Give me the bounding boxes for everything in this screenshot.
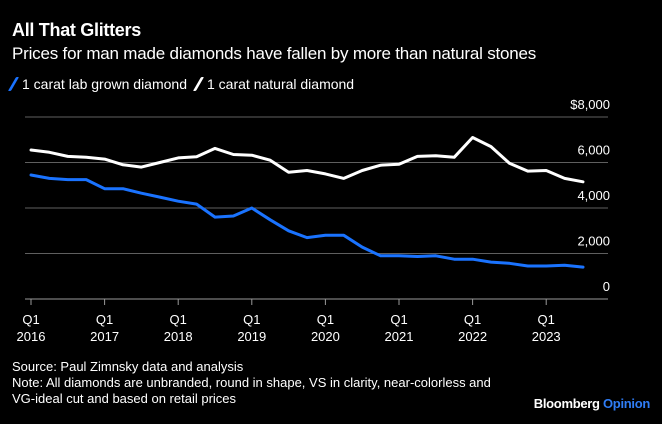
x-tick-label-quarter: Q1 bbox=[538, 312, 555, 327]
x-tick-label-quarter: Q1 bbox=[317, 312, 334, 327]
y-tick-label: 2,000 bbox=[577, 234, 610, 249]
chart-subtitle: Prices for man made diamonds have fallen… bbox=[12, 44, 537, 63]
x-tick-label-quarter: Q1 bbox=[464, 312, 481, 327]
chart-title: All That Glitters bbox=[12, 20, 141, 40]
source-text: Source: Paul Zimnsky data and analysis bbox=[12, 359, 244, 374]
y-tick-label: $8,000 bbox=[570, 97, 610, 112]
legend-item-lab: 1 carat lab grown diamond bbox=[7, 76, 187, 92]
x-tick-label-year: 2022 bbox=[458, 329, 487, 344]
x-tick-label-year: 2020 bbox=[311, 329, 340, 344]
legend-label-lab: 1 carat lab grown diamond bbox=[22, 76, 187, 92]
note-text-line1: Note: All diamonds are unbranded, round … bbox=[12, 375, 491, 390]
x-tick-label-year: 2023 bbox=[532, 329, 561, 344]
y-tick-label: 0 bbox=[603, 279, 610, 294]
x-tick-label-year: 2017 bbox=[90, 329, 119, 344]
y-tick-label: 6,000 bbox=[577, 143, 610, 158]
brand-name: Bloomberg bbox=[533, 396, 600, 411]
x-tick-label-year: 2016 bbox=[17, 329, 46, 344]
y-tick-label: 4,000 bbox=[577, 188, 610, 203]
x-tick-label-quarter: Q1 bbox=[22, 312, 39, 327]
x-tick-label-quarter: Q1 bbox=[243, 312, 260, 327]
legend-item-natural: 1 carat natural diamond bbox=[192, 76, 355, 92]
x-tick-label-quarter: Q1 bbox=[96, 312, 113, 327]
legend-label-natural: 1 carat natural diamond bbox=[207, 76, 355, 92]
legend: 1 carat lab grown diamond 1 carat natura… bbox=[7, 76, 355, 92]
series-line-lab-grown bbox=[29, 173, 585, 269]
x-tick-label-year: 2019 bbox=[237, 329, 266, 344]
brand-logo: Bloomberg Opinion bbox=[533, 396, 651, 411]
x-tick-label-quarter: Q1 bbox=[170, 312, 187, 327]
note-text-line2: VG-ideal cut and based on retail prices bbox=[12, 391, 237, 406]
series-line-natural bbox=[29, 136, 585, 184]
x-tick-label-year: 2018 bbox=[164, 329, 193, 344]
footer-notes: Source: Paul Zimnsky data and analysis N… bbox=[12, 359, 491, 407]
x-tick-label-year: 2021 bbox=[385, 329, 414, 344]
brand-suffix: Opinion bbox=[603, 396, 650, 411]
x-tick-label-quarter: Q1 bbox=[390, 312, 407, 327]
